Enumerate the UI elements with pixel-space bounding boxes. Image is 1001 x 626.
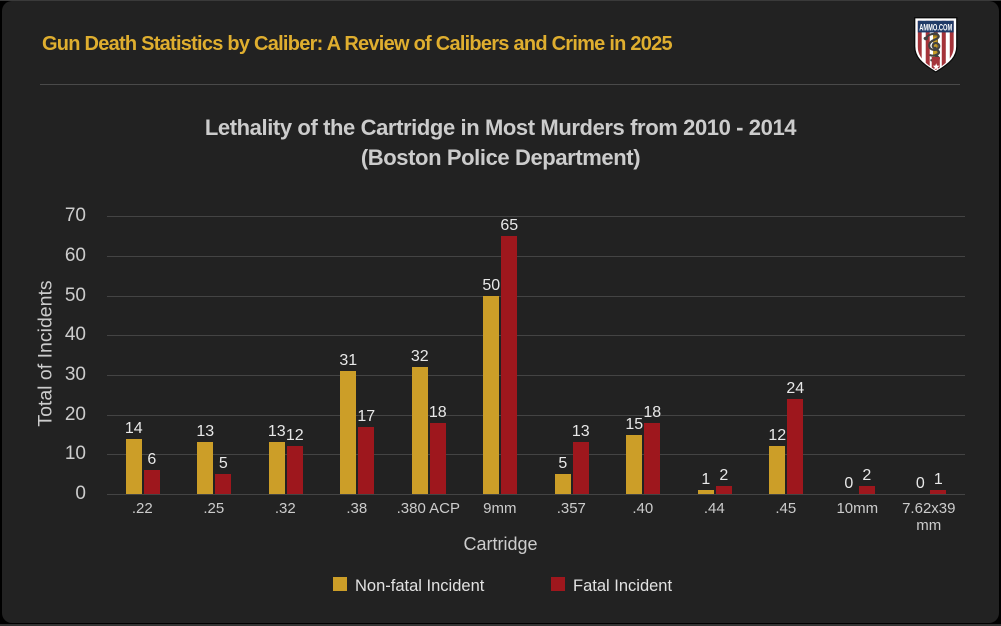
svg-text:AMMO.COM: AMMO.COM: [919, 22, 952, 33]
